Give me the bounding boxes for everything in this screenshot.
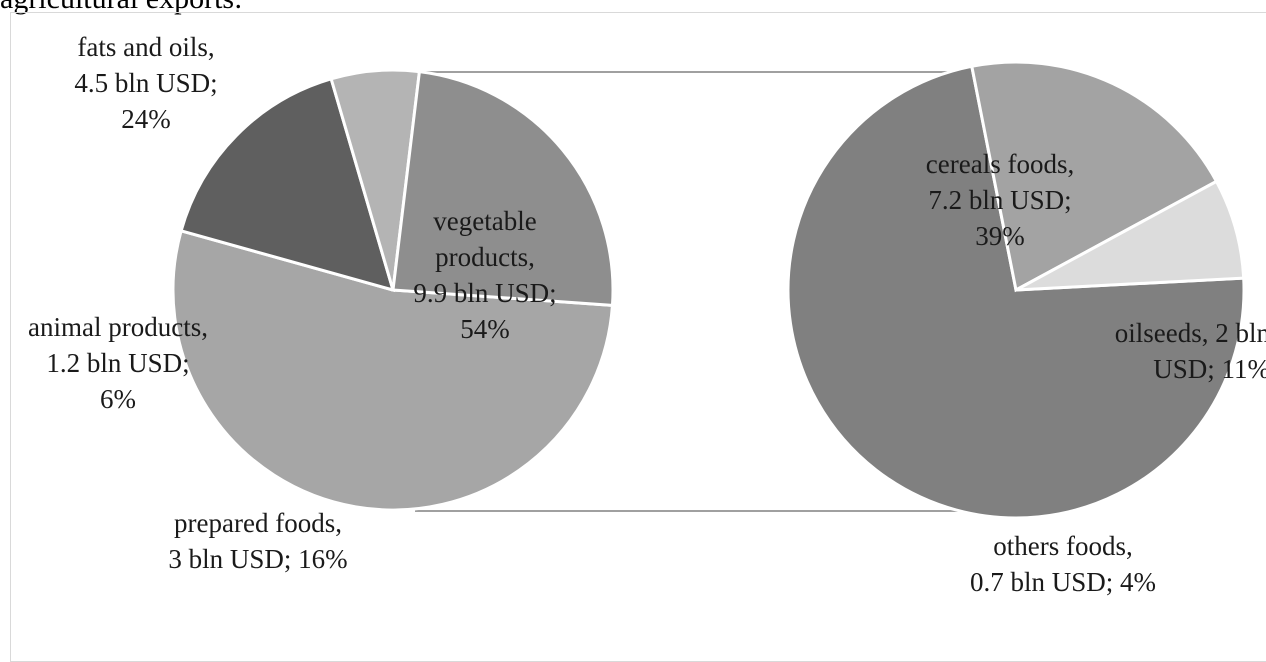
secondary-slice-others-foods (1015, 179, 1246, 292)
secondary-slice-oilseeds (970, 60, 1219, 293)
caption-fragment: agricultural exports: (0, 0, 242, 14)
secondary-slice-cereals-foods (786, 64, 1246, 520)
pie-slice-vegetable-products (171, 228, 615, 512)
pie-slice-fats-and-oils (391, 69, 615, 307)
pie-slice-prepared-foods (179, 77, 396, 293)
data-label-fats-and-oils: fats and oils, 4.5 bln USD; 24% (74, 32, 217, 134)
data-label-prepared-foods: prepared foods, 3 bln USD; 16% (168, 508, 347, 574)
data-label-oilseeds: oilseeds, 2 bln USD; 11% (1115, 318, 1266, 384)
data-label-others-foods: others foods, 0.7 bln USD; 4% (970, 531, 1156, 597)
data-label-cereals-foods: cereals foods, 7.2 bln USD; 39% (926, 149, 1074, 251)
data-label-animal-products: animal products, 1.2 bln USD; 6% (28, 312, 208, 414)
data-label-vegetable-products: vegetable products, 9.9 bln USD; 54% (413, 206, 556, 344)
pie-of-pie-chart: vegetable products, 9.9 bln USD; 54% prepare… (28, 32, 1266, 597)
